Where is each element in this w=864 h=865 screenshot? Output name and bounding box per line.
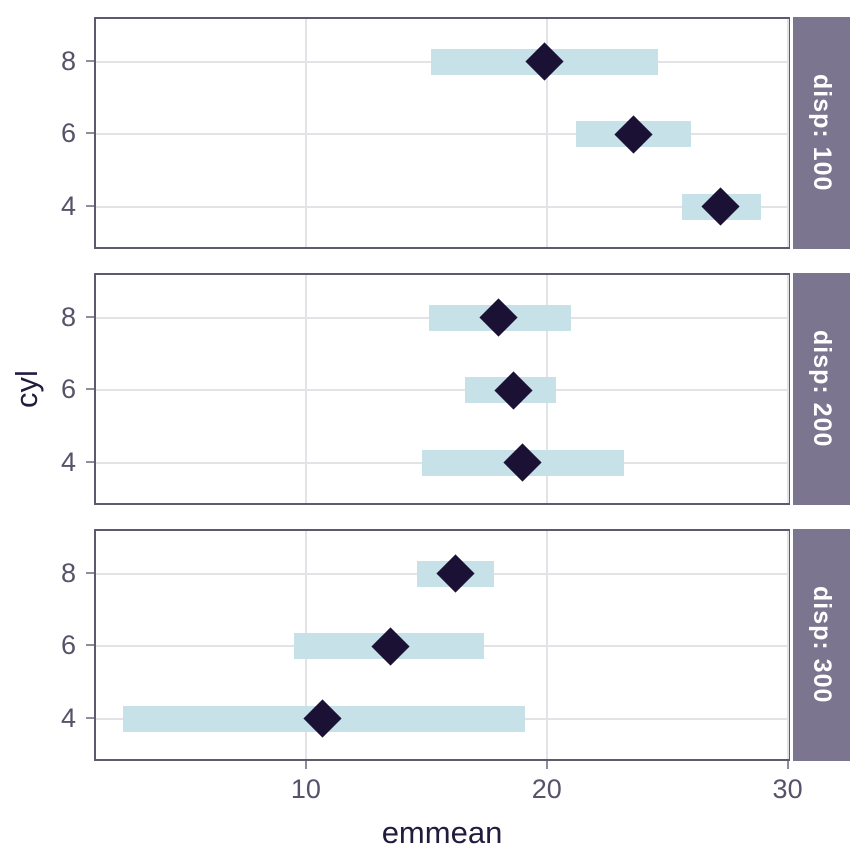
- facet-strip-label: disp: 200: [808, 330, 836, 448]
- y-tick-label: 4: [60, 702, 76, 733]
- y-tick-mark: [86, 132, 94, 134]
- y-tick-label: 6: [60, 630, 76, 660]
- y-tick-mark: [86, 388, 94, 390]
- y-tick-label: 4: [60, 190, 76, 221]
- y-tick-mark: [86, 315, 94, 318]
- facet-panel-100: [94, 17, 790, 249]
- facet-strip: disp: 100: [793, 17, 850, 249]
- facet-panel-300: [94, 529, 790, 761]
- gridline-y-6: [96, 133, 788, 135]
- y-tick-mark: [86, 204, 94, 207]
- x-tick-mark: [545, 761, 548, 769]
- y-tick-mark: [86, 716, 94, 719]
- facet-strip-label: disp: 300: [808, 586, 836, 704]
- y-tick-label: 8: [60, 45, 76, 76]
- x-tick-label: 10: [290, 774, 321, 804]
- y-tick-label: 8: [60, 557, 76, 588]
- x-tick-label: 20: [531, 774, 562, 804]
- gridline-y-6: [96, 389, 788, 391]
- facet-strip-label: disp: 100: [808, 74, 836, 192]
- y-tick-mark: [86, 571, 94, 574]
- x-tick-mark: [786, 761, 789, 769]
- facet-panel-200: [94, 273, 790, 505]
- y-tick-mark: [86, 644, 94, 646]
- y-tick-label: 6: [60, 374, 76, 404]
- y-tick-label: 6: [60, 118, 76, 148]
- x-tick-label: 30: [772, 774, 803, 804]
- y-tick-mark: [86, 460, 94, 463]
- x-axis-title: emmean: [381, 815, 503, 850]
- gridline-y-4: [96, 205, 788, 208]
- y-tick-label: 8: [60, 301, 76, 332]
- y-tick-label: 4: [60, 446, 76, 477]
- facet-strip: disp: 200: [793, 273, 850, 505]
- x-tick-mark: [304, 761, 307, 769]
- facet-strip: disp: 300: [793, 529, 850, 761]
- y-tick-mark: [86, 59, 94, 62]
